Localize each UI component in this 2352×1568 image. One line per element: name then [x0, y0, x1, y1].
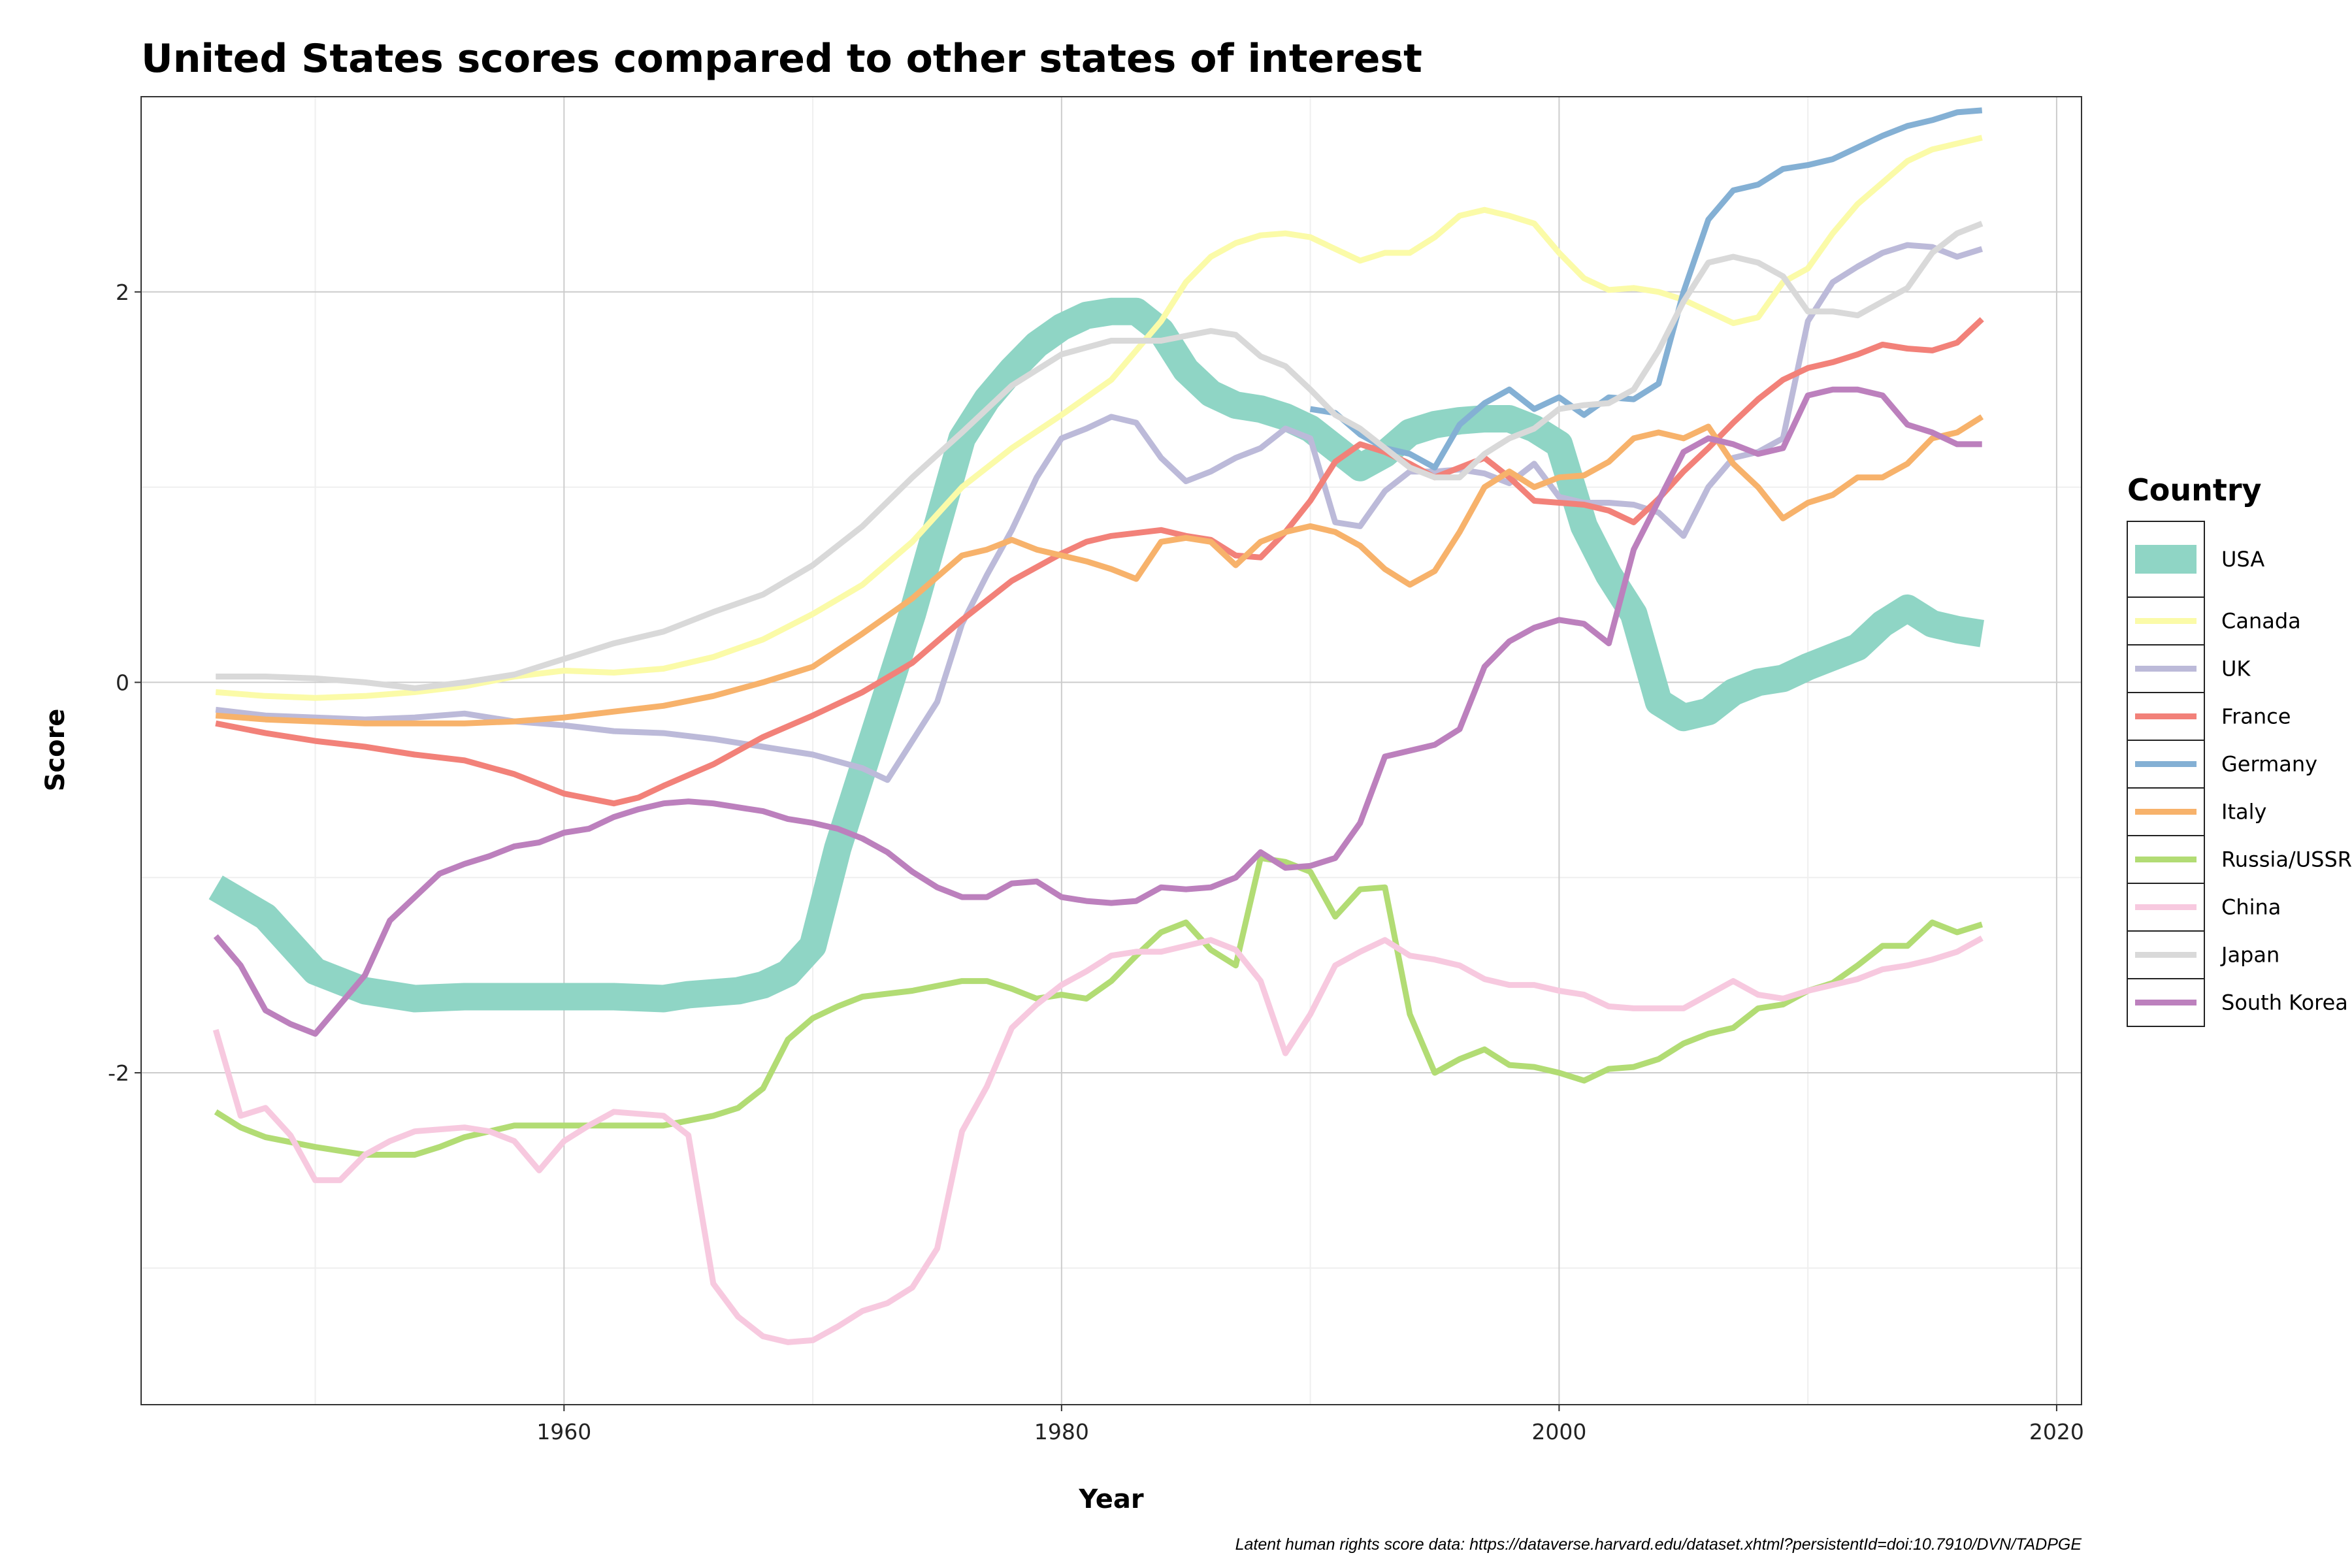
series-line-japan: [216, 221, 1984, 691]
legend-item-uk: UK: [2127, 644, 2251, 693]
legend-item-usa: USA: [2127, 521, 2264, 598]
legend-item-italy: Italy: [2127, 787, 2266, 836]
legend-label: UK: [2221, 657, 2251, 681]
x-axis-title: Year: [1078, 1484, 1143, 1514]
legend-item-china: China: [2127, 883, 2281, 932]
legend-item-south-korea: South Korea: [2127, 978, 2348, 1027]
legend-title: Country: [2127, 472, 2262, 508]
legend-item-russia-ussr: Russia/USSR: [2127, 835, 2352, 884]
series-line-usa: [208, 297, 1984, 1013]
caption: Latent human rights score data: https://…: [1235, 1535, 2082, 1554]
y-axis-title: Score: [41, 709, 71, 792]
series-lines: [208, 107, 1984, 1345]
series-line-france: [215, 317, 1984, 807]
x-tick-label: 2000: [1531, 1419, 1586, 1445]
plot-border: [140, 96, 2082, 1405]
series-line-russia-ussr: [214, 855, 1984, 1158]
legend-item-france: France: [2127, 692, 2291, 741]
legend-label: Italy: [2221, 800, 2266, 825]
legend-label: South Korea: [2221, 990, 2348, 1015]
y-tick-label: 2: [116, 280, 129, 305]
x-tick-label: 1960: [536, 1419, 591, 1445]
legend: Country USA Canada UK France Germany Italy Rus…: [2127, 472, 2352, 1027]
y-tick-label: 0: [116, 670, 129, 695]
x-tick-label: 1980: [1034, 1419, 1089, 1445]
legend-label: France: [2221, 704, 2291, 729]
series-line-canada: [215, 135, 1983, 701]
series-line-germany: [1309, 107, 1983, 471]
legend-label: Russia/USSR: [2221, 847, 2352, 872]
legend-label: Japan: [2220, 943, 2279, 968]
y-tick-label: -2: [108, 1060, 129, 1086]
legend-label: China: [2221, 895, 2281, 920]
legend-label: USA: [2221, 547, 2264, 572]
series-line-italy: [215, 414, 1984, 727]
series-line-south-korea: [213, 386, 1982, 1037]
series-line-china: [212, 935, 1984, 1345]
legend-label: Canada: [2221, 609, 2301, 634]
y-axis-ticks: -2 0 2: [108, 280, 141, 1086]
x-axis-ticks: 1960 1980 2000 2020: [536, 1405, 2084, 1445]
chart-title: United States scores compared to other s…: [141, 36, 1422, 82]
legend-item-germany: Germany: [2127, 740, 2317, 789]
legend-label: Germany: [2221, 752, 2317, 777]
grid: [141, 97, 2082, 1405]
series-line-uk: [215, 242, 1984, 783]
legend-item-japan: Japan: [2127, 930, 2279, 979]
legend-item-canada: Canada: [2127, 596, 2301, 645]
x-tick-label: 2020: [2029, 1419, 2084, 1445]
